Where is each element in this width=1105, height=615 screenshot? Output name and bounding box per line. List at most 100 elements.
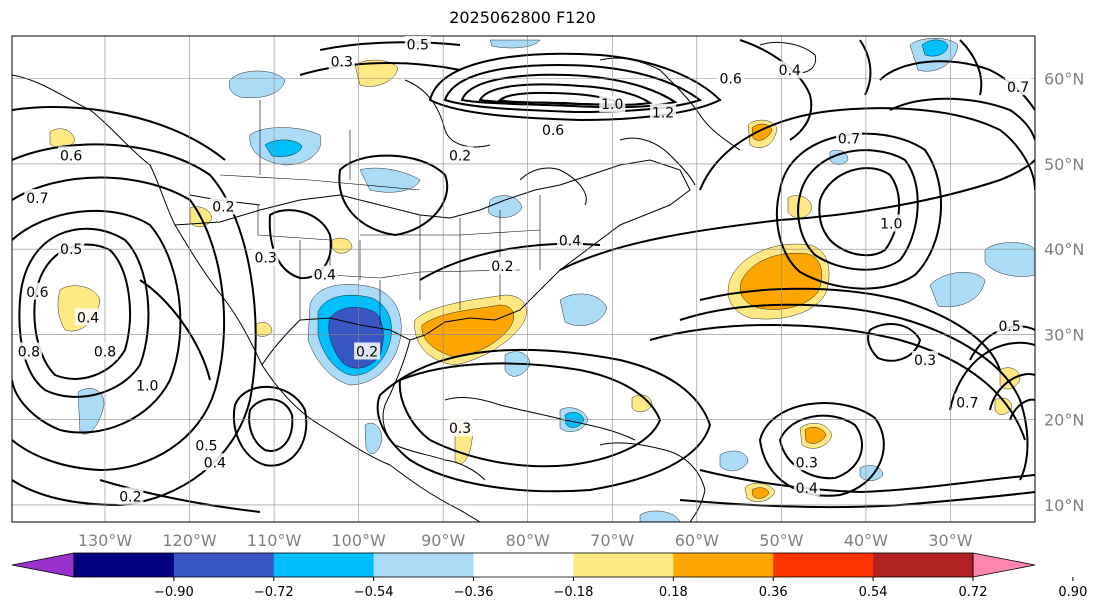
contour-label-bg (599, 95, 626, 113)
contour-label: 0.5 (407, 38, 429, 54)
map-title: 2025062800 F120 (449, 8, 596, 27)
colorbar-frame (73, 552, 974, 578)
colorbar-segment (373, 553, 475, 577)
contour-label: 0.8 (94, 344, 116, 360)
shading-layer (49, 38, 1035, 522)
contour-label-bg (447, 146, 474, 164)
contour-label: 0.2 (449, 148, 471, 164)
colorbar-tick-label: −0.18 (554, 585, 594, 600)
lon-tick-label: 120°W (162, 531, 217, 550)
contour-label: 0.3 (449, 421, 471, 437)
positive-anomaly-atlantic-core (739, 252, 823, 310)
contour-label-bg (793, 478, 820, 496)
lon-tick-label: 80°W (506, 531, 550, 550)
negative-anomaly-lakes (487, 195, 523, 218)
negative-anomaly-midwest (359, 167, 421, 193)
contour-label-bg (996, 316, 1023, 334)
lon-tick-label: 130°W (78, 531, 133, 550)
contour-label: 0.2 (356, 344, 378, 360)
colorbar-segment (773, 553, 874, 577)
contour-label-bg (201, 453, 228, 471)
lat-tick-label: 40°N (1044, 240, 1084, 259)
colorbar-extend-low (11, 552, 75, 578)
lat-tick-label: 30°N (1044, 325, 1084, 344)
contour-label: 0.6 (60, 148, 82, 164)
lat-tick-label: 10°N (1044, 496, 1084, 515)
contour-label: 1.0 (136, 379, 158, 395)
colorbar-tick-label: 0.90 (1058, 585, 1087, 600)
lon-tick-label: 50°W (759, 531, 803, 550)
contour-label-bg (58, 240, 85, 258)
colorbar-extend-high (972, 552, 1036, 578)
negative-anomaly-bc (229, 70, 286, 98)
lon-axis-labels: 130°W 120°W 110°W 100°W 90°W 80°W 70°W 60°W 50°W… (78, 531, 973, 550)
contour-label-bg (210, 197, 237, 215)
contour-label-bg (134, 376, 161, 394)
contour-label-bg (311, 265, 338, 283)
graticule-layer (12, 36, 1035, 522)
contour-label: 0.5 (60, 242, 82, 258)
contour-label-bg (717, 69, 744, 87)
contour-label: 0.4 (77, 310, 99, 326)
contour-label-bg (793, 453, 820, 471)
colorbar: −0.90 −0.72 −0.54 −0.36 −0.18 0.18 0.36 0.54 0.7… (11, 552, 1087, 600)
contour-label: 0.2 (119, 489, 141, 505)
lon-tick-label: 90°W (421, 531, 465, 550)
contour-label: 0.7 (956, 396, 978, 412)
colorbar-tick-label: 0.72 (959, 585, 988, 600)
lat-tick-label: 20°N (1044, 411, 1084, 430)
colorbar-tick-label: −0.36 (454, 585, 494, 600)
contour-label: 0.4 (559, 234, 581, 250)
lon-tick-label: 70°W (590, 531, 634, 550)
colorbar-segment (873, 553, 974, 577)
contour-label: 0.3 (796, 455, 818, 471)
contour-label-bg (24, 282, 51, 300)
negative-anomaly-southeast (559, 293, 608, 326)
contour-label-bg (252, 248, 279, 266)
lon-tick-label: 60°W (675, 531, 719, 550)
contour-label-bg (650, 103, 676, 121)
contour-label: 0.7 (26, 191, 48, 207)
negative-anomaly-east (929, 272, 986, 308)
contour-label: 1.0 (601, 97, 623, 113)
contour-label-bg (776, 61, 803, 79)
colorbar-segment (74, 553, 175, 577)
contour-label: 0.8 (18, 344, 40, 360)
contour-label: 0.2 (212, 200, 234, 216)
contour-label: 0.4 (314, 268, 336, 284)
lon-tick-label: 40°W (844, 531, 888, 550)
contour-label: 0.6 (542, 123, 564, 139)
colorbar-segment (673, 553, 774, 577)
contour-label: 0.6 (720, 72, 742, 88)
contour-label-bg (328, 52, 355, 70)
contour-label-bg (92, 342, 118, 360)
contour-label-bg (1005, 78, 1032, 96)
contour-label: 0.3 (331, 55, 353, 71)
contour-label: 0.7 (838, 131, 860, 147)
contour-label-bg (354, 342, 381, 360)
colorbar-tick-label: −0.72 (254, 585, 294, 600)
positive-anomaly-gulf-core (421, 304, 515, 358)
colorbar-tick-label: 0.18 (659, 585, 688, 600)
contour-label-bg (117, 487, 144, 505)
contour-label-bg (24, 189, 51, 206)
contour-label-bg (447, 419, 474, 437)
contour-label-bg (75, 308, 102, 326)
contour-label-bg (15, 342, 42, 360)
colorbar-tick-label: −0.90 (154, 585, 194, 600)
contour-label-bg (912, 351, 939, 368)
contour-label: 0.4 (779, 63, 801, 79)
contour-label: 0.5 (999, 319, 1021, 335)
contour-label-bg (557, 231, 583, 249)
contour-label-bg (489, 257, 516, 275)
lat-tick-label: 50°N (1044, 155, 1084, 174)
colorbar-segment (273, 553, 375, 577)
lat-axis-labels: 60°N 50°N 40°N 30°N 20°N 10°N (1044, 70, 1084, 515)
contour-label-bg (540, 120, 567, 138)
colorbar-tick-label: −0.54 (354, 585, 394, 600)
contour-label-bg (193, 436, 220, 454)
contour-layer (12, 39, 1035, 513)
contour-label-bg (836, 129, 862, 147)
lon-tick-label: 30°W (928, 531, 972, 550)
